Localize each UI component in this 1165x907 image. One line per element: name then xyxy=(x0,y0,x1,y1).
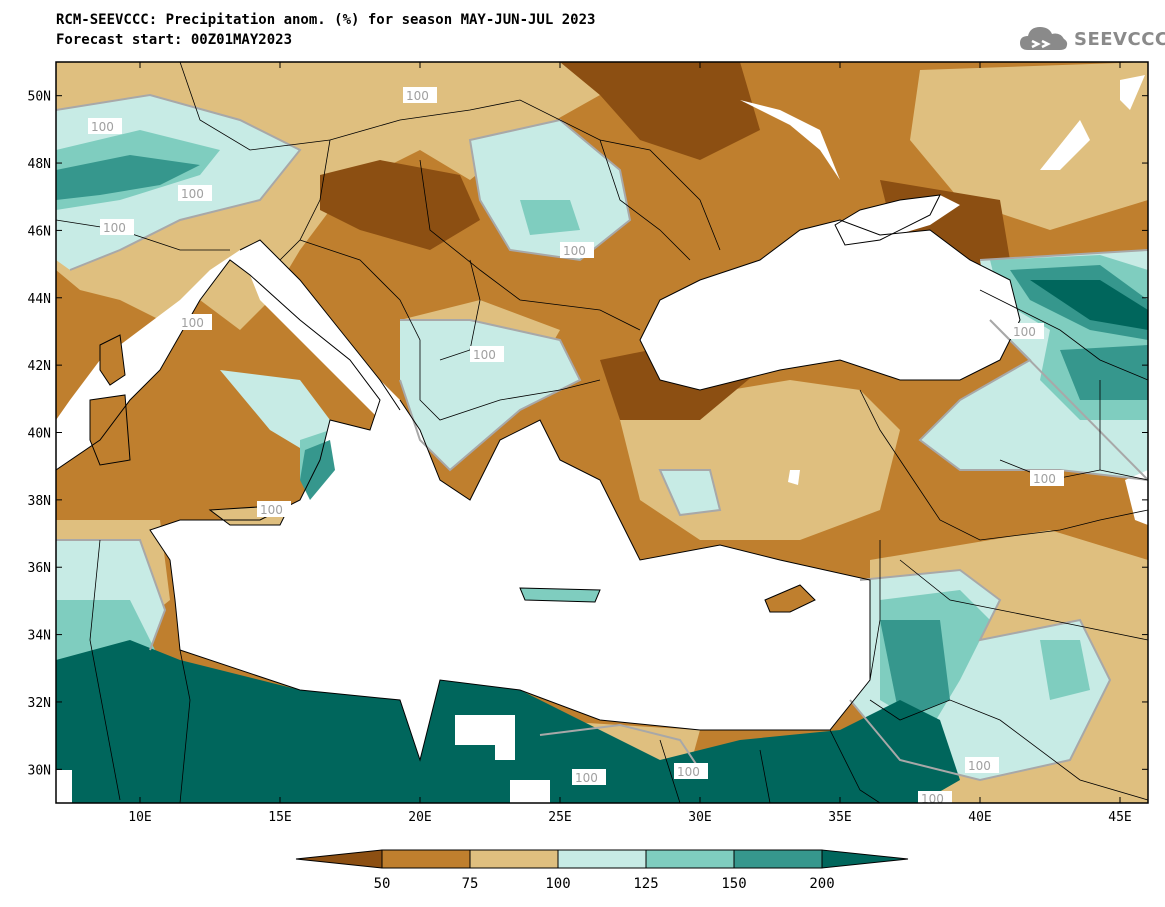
no-data-patch xyxy=(1040,120,1090,170)
anomaly-region-125-150 xyxy=(520,200,580,235)
contour-label: 100 xyxy=(1013,325,1036,339)
lat-axis: 50N 48N 46N 44N 42N 40N 38N 36N 34N 32N 30N xyxy=(28,90,1148,778)
contour-label: 100 xyxy=(260,503,283,517)
colorbar-segment xyxy=(821,849,909,869)
contour-label: 100 xyxy=(1033,472,1056,486)
anomaly-region-100-125 xyxy=(220,370,330,460)
anomaly-region-150-200 xyxy=(56,155,200,200)
anomaly-region-150-200 xyxy=(1060,345,1148,400)
colorbar-segment xyxy=(645,849,735,869)
lon-tick-label: 10E xyxy=(128,810,151,825)
lat-tick-label: 40N xyxy=(28,427,51,442)
colorbar-label: 100 xyxy=(545,876,570,892)
crimea xyxy=(835,195,940,245)
contour-label: 100 xyxy=(563,244,586,258)
contour-label: 100 xyxy=(575,771,598,785)
lon-axis: 10E 15E 20E 25E 30E 35E 40E 45E xyxy=(128,62,1132,825)
lon-tick-label: 20E xyxy=(408,810,431,825)
colorbar-segment xyxy=(733,849,823,869)
anomaly-region-below-50 xyxy=(320,160,480,250)
colorbar-label: 50 xyxy=(374,876,391,892)
lat-tick-label: 38N xyxy=(28,494,51,509)
adriatic-sea xyxy=(240,240,400,420)
contour-label: 100 xyxy=(921,792,944,806)
contour-labels: 100 100 100 100 100 100 100 100 100 100 … xyxy=(88,87,1064,806)
cyprus xyxy=(765,585,815,612)
lon-tick-label: 25E xyxy=(548,810,571,825)
colorbar-label: 200 xyxy=(809,876,834,892)
no-data-patch xyxy=(455,715,515,760)
black-sea xyxy=(640,220,1020,390)
lat-tick-label: 44N xyxy=(28,292,51,307)
coastlines xyxy=(56,194,1021,762)
lon-tick-label: 40E xyxy=(968,810,991,825)
contour-label: 100 xyxy=(103,221,126,235)
map-area: 100 100 100 100 100 100 100 100 100 100 … xyxy=(56,62,1148,806)
lat-tick-label: 30N xyxy=(28,763,51,778)
chart-title: RCM-SEEVCCC: Precipitation anom. (%) for… xyxy=(56,12,596,28)
no-data-patch xyxy=(56,770,72,803)
contour-label: 100 xyxy=(473,348,496,362)
anomaly-region-100-125 xyxy=(470,120,630,260)
country-borders xyxy=(56,62,1148,803)
contour-label: 100 xyxy=(91,120,114,134)
no-data-patch xyxy=(740,100,840,180)
colorbar-segment xyxy=(295,849,383,869)
crete xyxy=(520,588,600,602)
lon-tick-label: 15E xyxy=(268,810,291,825)
lat-tick-label: 48N xyxy=(28,157,51,172)
colorbar-label: 150 xyxy=(721,876,746,892)
colorbar-segment xyxy=(469,849,559,869)
italy-south-tip xyxy=(300,440,335,500)
anomaly-region-100-125 xyxy=(400,320,580,470)
sardinia xyxy=(90,395,130,465)
lat-tick-label: 32N xyxy=(28,696,51,711)
lon-tick-label: 30E xyxy=(688,810,711,825)
lon-tick-label: 35E xyxy=(828,810,851,825)
mediterranean-sea xyxy=(56,250,870,760)
forecast-start: Forecast start: 00Z01MAY2023 xyxy=(56,32,293,48)
contour-label: 100 xyxy=(677,765,700,779)
contour-label: 100 xyxy=(181,187,204,201)
lat-tick-label: 50N xyxy=(28,90,51,105)
anomaly-region-125-150 xyxy=(1040,640,1090,700)
lat-tick-label: 34N xyxy=(28,629,51,644)
cloud-icon xyxy=(1020,27,1068,50)
anomaly-region-below-50 xyxy=(560,62,760,160)
contour-label: 100 xyxy=(181,316,204,330)
anomaly-region-150-200 xyxy=(880,620,950,720)
lake xyxy=(788,470,800,485)
lat-tick-label: 46N xyxy=(28,224,51,239)
seevccc-logo: SEEVCCC xyxy=(1018,22,1165,56)
colorbar: 50 75 100 125 150 200 xyxy=(295,849,909,892)
anomaly-region-75-100 xyxy=(910,62,1148,230)
corsica xyxy=(100,335,125,385)
logo-text: SEEVCCC xyxy=(1074,28,1165,50)
no-data-patch xyxy=(1120,75,1145,110)
anomaly-region-above-200 xyxy=(1030,280,1148,330)
title-block: RCM-SEEVCCC: Precipitation anom. (%) for… xyxy=(56,10,595,50)
lat-tick-label: 36N xyxy=(28,561,51,576)
lon-tick-label: 45E xyxy=(1108,810,1131,825)
colorbar-label: 125 xyxy=(633,876,658,892)
colorbar-segment xyxy=(557,849,647,869)
contour-label: 100 xyxy=(406,89,429,103)
colorbar-segment xyxy=(381,849,471,869)
no-data-patch xyxy=(510,780,550,803)
lat-tick-label: 42N xyxy=(28,359,51,374)
colorbar-label: 75 xyxy=(462,876,479,892)
contour-label: 100 xyxy=(968,759,991,773)
contour-lines-100 xyxy=(56,93,1148,782)
